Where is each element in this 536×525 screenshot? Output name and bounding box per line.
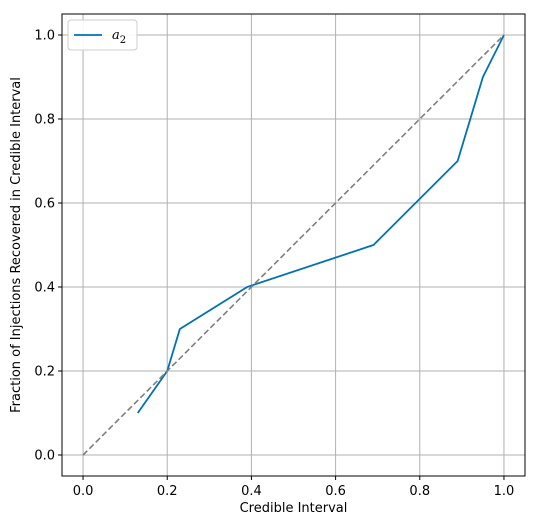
x-tick-label: 0.0 [73, 484, 94, 499]
grid [62, 14, 525, 476]
y-tick-label: 0.2 [34, 365, 55, 380]
y-axis-title: Fraction of Injections Recovered in Cred… [9, 77, 24, 413]
y-tick-label: 0.6 [34, 197, 55, 212]
plot-frame [61, 13, 526, 477]
x-tick-label: 1.0 [494, 484, 515, 499]
legend-label-a2: a2 [112, 28, 126, 46]
series-layer [82, 34, 505, 456]
series-line-a2 [137, 34, 505, 414]
legend: a2 [67, 19, 138, 51]
y-axis: 0.0 0.2 0.4 0.6 0.8 1.0 [34, 29, 62, 464]
y-tick-label: 0.0 [34, 449, 55, 464]
x-axis-title: Credible Interval [240, 501, 348, 516]
x-tick-label: 0.8 [409, 484, 430, 499]
x-tick-label: 0.4 [241, 484, 262, 499]
legend-box [67, 19, 138, 51]
y-tick-label: 1.0 [34, 29, 55, 44]
y-tick-label: 0.8 [34, 113, 55, 128]
x-tick-label: 0.2 [157, 484, 178, 499]
x-axis: 0.0 0.2 0.4 0.6 0.8 1.0 [73, 476, 515, 499]
reference-diagonal-line [82, 34, 505, 456]
y-tick-label: 0.4 [34, 281, 55, 296]
x-tick-label: 0.6 [325, 484, 346, 499]
